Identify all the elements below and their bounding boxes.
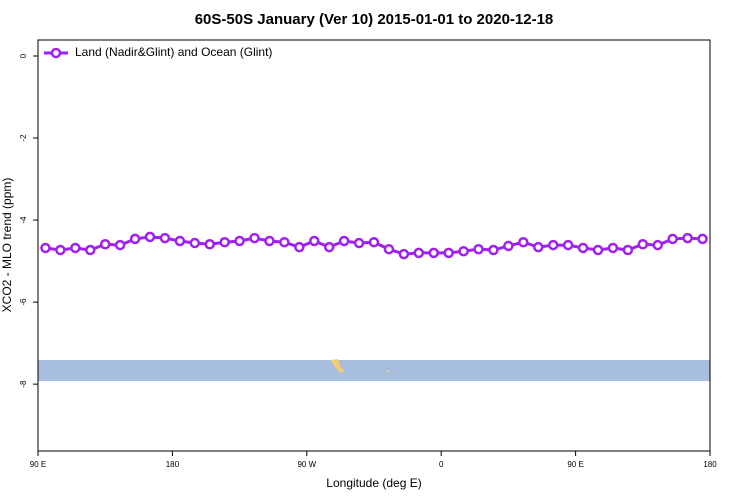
y-axis-label: XCO2 - MLO trend (ppm) <box>0 178 14 313</box>
data-point <box>428 247 439 259</box>
data-point <box>40 242 51 254</box>
x-tick-label: 180 <box>703 460 717 469</box>
data-point <box>204 239 215 250</box>
data-point <box>458 245 469 257</box>
data-point <box>667 233 678 245</box>
data-point <box>219 236 230 248</box>
data-point <box>518 236 529 248</box>
x-tick-label: 90 E <box>30 460 46 469</box>
data-point <box>99 239 111 250</box>
data-point <box>323 241 335 253</box>
data-point <box>682 232 693 244</box>
land-patch <box>331 359 344 373</box>
data-point <box>413 247 425 259</box>
plot-frame <box>37 39 711 452</box>
data-point <box>473 243 484 255</box>
data-point <box>353 237 365 249</box>
data-point <box>279 236 290 248</box>
data-point <box>159 232 171 244</box>
data-point <box>55 244 66 256</box>
data-point <box>577 242 589 254</box>
latitude-band <box>38 360 710 381</box>
data-point <box>592 244 604 256</box>
data-point <box>562 239 574 251</box>
y-tick-label: -6 <box>19 298 28 306</box>
data-point <box>85 244 96 256</box>
data-point <box>70 242 81 254</box>
data-point <box>443 247 454 259</box>
x-axis-label: Longitude (deg E) <box>326 476 421 490</box>
data-point <box>114 239 126 251</box>
data-point <box>309 235 320 247</box>
x-tick-label: 90 E <box>567 460 583 469</box>
land-patch <box>387 370 389 372</box>
data-point <box>264 235 275 247</box>
data-point <box>249 232 260 244</box>
data-point <box>637 239 649 250</box>
x-tick-label: 180 <box>166 460 180 469</box>
data-point <box>174 235 186 247</box>
x-tick-label: 90 W <box>297 460 316 469</box>
data-point <box>294 241 305 253</box>
data-point <box>622 244 634 256</box>
data-point <box>338 235 350 247</box>
data-point <box>129 233 141 245</box>
data-point <box>488 244 499 256</box>
data-point <box>503 240 514 252</box>
data-point <box>398 248 410 260</box>
chart-title: 60S-50S January (Ver 10) 2015-01-01 to 2… <box>195 11 554 28</box>
legend-marker <box>50 47 62 59</box>
y-tick-label: -2 <box>19 134 28 142</box>
data-point <box>368 236 380 248</box>
data-point <box>234 235 245 247</box>
data-point <box>383 243 395 255</box>
legend-label: Land (Nadir&Glint) and Ocean (Glint) <box>75 45 272 59</box>
data-point <box>697 233 708 245</box>
y-tick-label: 0 <box>19 53 28 58</box>
data-point <box>652 239 663 251</box>
x-tick-label: 0 <box>439 460 444 469</box>
data-point <box>144 231 156 243</box>
data-point <box>533 241 544 253</box>
data-point <box>189 237 201 249</box>
y-tick-label: -4 <box>19 216 28 224</box>
y-tick-label: -8 <box>19 380 28 388</box>
data-point <box>607 242 619 254</box>
data-point <box>547 239 559 251</box>
